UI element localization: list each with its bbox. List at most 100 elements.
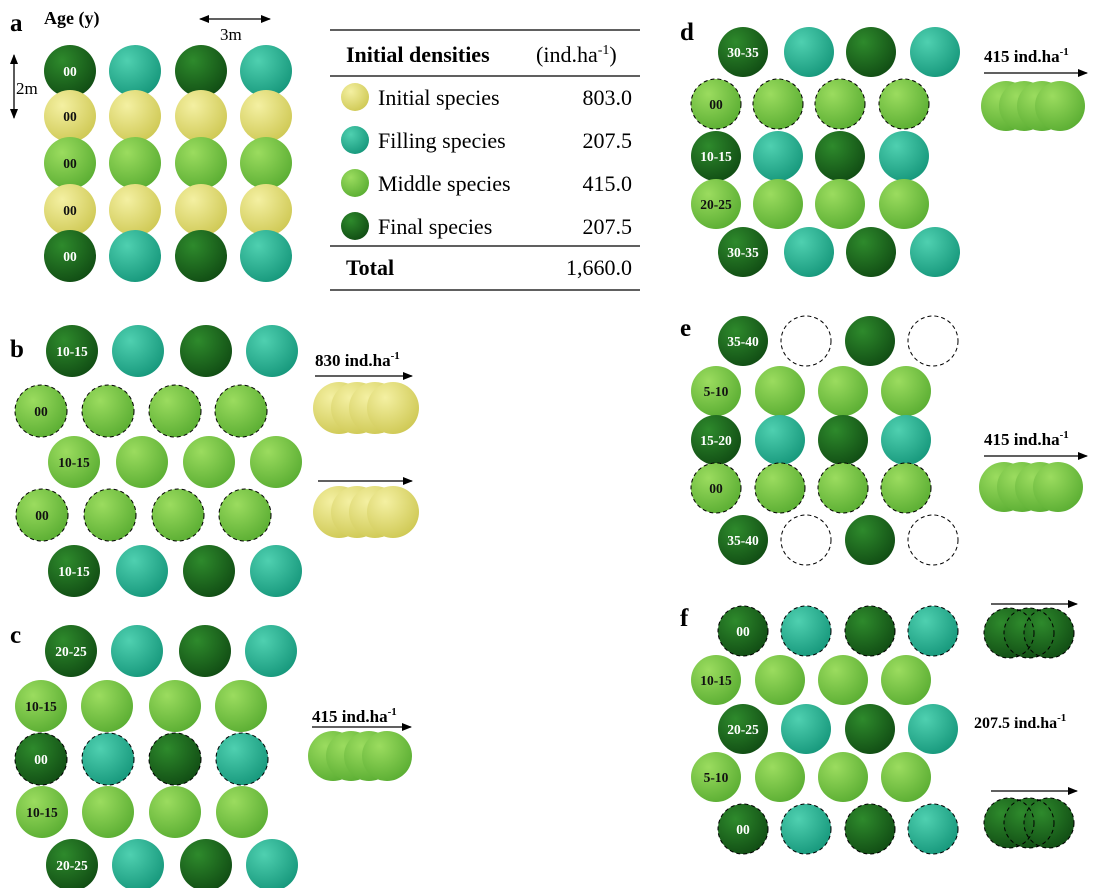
legend-final-label: Final species [378,214,492,239]
panel-e-grid: 35-40 5-10 15-20 00 35-40 [690,315,959,566]
age-label-f-r2: 10-15 [700,673,732,688]
tree-final-c-r1c3 [179,625,231,677]
tree-initial-a-r2c1 [44,90,96,142]
panel-letter-c: c [10,622,21,649]
tree-middle-c-r2c3 [149,680,201,732]
density-label-e: 415 ind.ha-1 [984,429,1069,449]
tree-initial-a-r4c1 [44,184,96,236]
panel-letter-a: a [10,10,23,37]
tree-final-b-r1c3 [180,325,232,377]
tree-middle-d-r2c2 [752,78,804,130]
tree-middle-c-r4c1 [16,786,68,838]
tree-middle-b-r4c3 [151,488,205,542]
panel-letter-e: e [680,315,691,342]
tree-middle-b-r4c1 [15,488,69,542]
age-label-b-r5: 10-15 [58,564,90,579]
tree-middle-c-r4c2 [82,786,134,838]
age-label-d-r5: 30-35 [727,245,759,260]
table-title: Initial densities [346,42,490,67]
tree-filling-d-r3c2 [753,131,803,181]
tree-empty-e-r5c4 [907,514,959,566]
tree-filling-d-r5c4 [910,227,960,277]
panel-letter-f: f [680,605,689,632]
tree-filling-d-r1c4 [910,27,960,77]
age-label-a-r4: 00 [63,203,77,218]
age-label-b-r3: 10-15 [58,455,90,470]
tree-filling-c-r3c2 [81,732,135,786]
tree-filling-f-r5c2 [780,803,832,855]
legend-initial-value: 803.0 [583,85,633,110]
table-unit: (ind.ha-1) [536,42,617,67]
tree-initial-a-r2c4 [240,90,292,142]
tree-middle-d-r2c4 [878,78,930,130]
tree-final-d-r5c1 [718,227,768,277]
spacing-3m-label: 3m [220,25,242,44]
tree-middle-e-r2c2 [755,366,805,416]
density-label-f: 207.5 ind.ha-1 [974,712,1066,732]
tree-middle-b-r3c4 [250,436,302,488]
tree-filling-b-r5c4 [250,545,302,597]
tree-initial-a-r4c4 [240,184,292,236]
tree-middle-c-r2c1 [15,680,67,732]
age-label-a-r2: 00 [63,109,77,124]
legend-initial-swatch [341,83,369,111]
panel-c-grid: 20-25 10-15 00 10-15 20-25 [14,625,298,888]
age-label-c-r3: 00 [34,752,48,767]
age-label-d-r4: 20-25 [700,197,732,212]
tree-final-f-r5c1 [717,803,769,855]
age-label-e-r4: 00 [709,481,723,496]
tree-middle-f-r2c3 [818,655,868,705]
age-label-b-r2: 00 [34,404,48,419]
density-stack-final-circle [1024,608,1074,658]
tree-final-d-r3c1 [691,131,741,181]
age-label-f-r4: 5-10 [704,770,729,785]
tree-final-d-r3c3 [815,131,865,181]
density-stack-outline [983,607,1035,659]
age-label-a-r1: 00 [63,64,77,79]
tree-middle-f-r4c2 [755,752,805,802]
tree-final-f-r3c1 [718,704,768,754]
tree-middle-c-r4c3 [149,786,201,838]
tree-filling-f-r3c2 [781,704,831,754]
tree-final-e-r1c3 [845,316,895,366]
tree-final-e-r5c3 [845,515,895,565]
age-label-d-r3: 10-15 [700,149,732,164]
panel-a-grid: 00 00 00 00 00 [44,45,292,282]
tree-middle-b-r2c4 [214,384,268,438]
tree-filling-c-r1c4 [245,625,297,677]
age-label-f-r3: 20-25 [727,722,759,737]
tree-middle-e-r4c1 [690,462,742,514]
tree-final-e-r5c1 [718,515,768,565]
tree-filling-a-r1c4 [240,45,292,97]
density-label-d: 415 ind.ha-1 [984,46,1069,66]
tree-middle-e-r4c2 [754,462,806,514]
tree-filling-b-r5c2 [116,545,168,597]
tree-middle-b-r3c2 [116,436,168,488]
tree-final-c-r3c1 [14,732,68,786]
age-label-e-r1: 35-40 [727,334,759,349]
age-label-b-r1: 10-15 [56,344,88,359]
age-label-c-r4: 10-15 [26,805,58,820]
tree-middle-f-r4c3 [818,752,868,802]
panel-f-grid: 00 10-15 20-25 5-10 00 [691,605,959,855]
tree-middle-e-r2c1 [691,366,741,416]
tree-middle-f-r4c4 [881,752,931,802]
tree-filling-a-r1c2 [109,45,161,97]
density-stack-middle-circle [1035,81,1085,131]
panel-b-grid: 10-15 00 10-15 00 10-15 [14,325,302,597]
tree-middle-e-r4c4 [880,462,932,514]
tree-middle-b-r4c4 [218,488,272,542]
tree-middle-e-r2c4 [881,366,931,416]
tree-final-b-r5c3 [183,545,235,597]
age-label-e-r2: 5-10 [704,384,729,399]
tree-filling-c-r5c2 [112,839,164,888]
tree-middle-f-r2c1 [691,655,741,705]
tree-filling-e-r3c4 [881,415,931,465]
tree-middle-a-r3c3 [175,137,227,189]
tree-filling-f-r1c4 [907,605,959,657]
table-total-label: Total [346,255,394,280]
tree-empty-e-r1c4 [907,315,959,367]
tree-middle-a-r3c2 [109,137,161,189]
tree-initial-a-r2c3 [175,90,227,142]
tree-filling-f-r3c4 [908,704,958,754]
